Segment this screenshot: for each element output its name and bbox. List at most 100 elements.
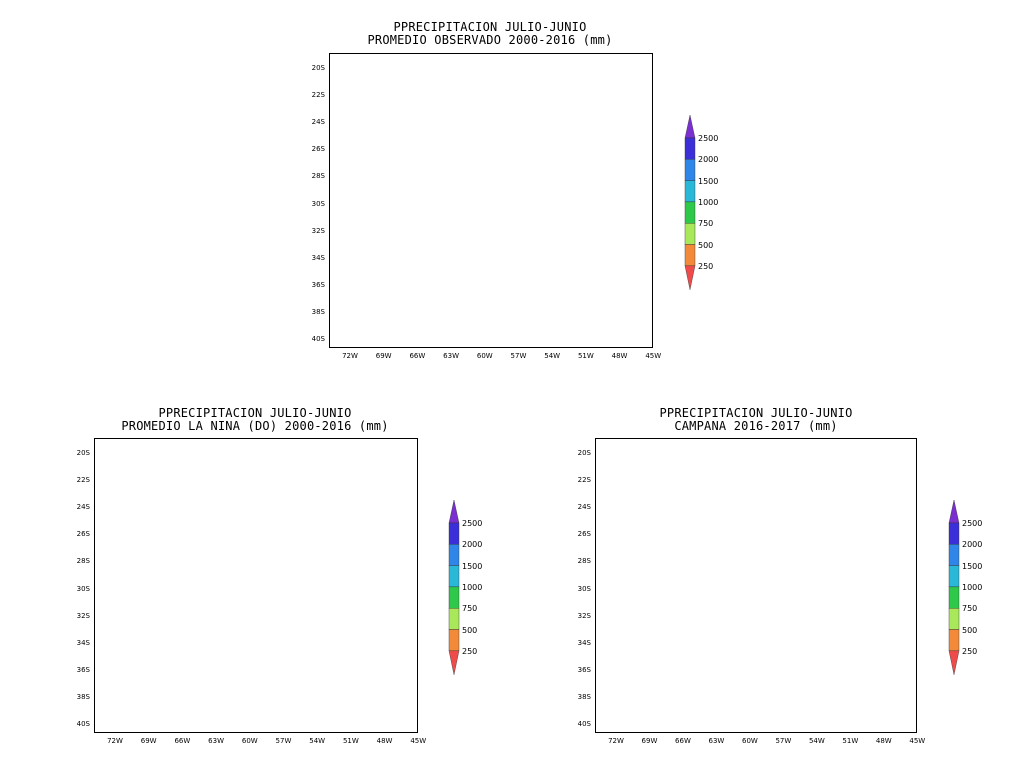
colorbar-segment: [948, 629, 960, 651]
colorbar-segment: [948, 522, 960, 545]
precipitation-field: [95, 439, 417, 732]
lat-tick-label: 38S: [577, 692, 591, 701]
colorbar-tick-label: 1000: [462, 582, 483, 592]
lon-tick-label: 45W: [909, 737, 926, 745]
lon-tick-label: 63W: [708, 737, 725, 745]
lat-tick-label: 20S: [311, 64, 325, 72]
title-line-1: PPRECIPITACION JULIO-JUNIO: [158, 406, 352, 420]
lat-tick-label: 22S: [76, 476, 90, 485]
lon-tick-label: 54W: [808, 737, 825, 745]
lon-tick-label: 66W: [675, 737, 691, 745]
colorbar-cap-bottom: [948, 650, 960, 675]
lat-tick-label: 32S: [76, 611, 90, 620]
lat-tick-label: 32S: [577, 611, 591, 620]
lon-tick-label: 60W: [241, 737, 258, 745]
lon-tick-label: 63W: [443, 352, 459, 360]
lon-tick-label: 72W: [608, 737, 624, 745]
colorbar-tick-label: 250: [698, 261, 714, 271]
lat-tick-label: 38S: [76, 692, 90, 701]
lat-tick-label: 20S: [76, 449, 90, 457]
colorbar-tick-label: 1000: [962, 582, 983, 592]
colorbar-segment: [684, 201, 696, 224]
colorbar-tick-label: 2500: [962, 519, 983, 528]
colorbar-cap-top: [948, 500, 960, 524]
lat-tick-label: 28S: [577, 557, 591, 566]
precipitation-field: [596, 439, 916, 732]
lat-tick-label: 26S: [577, 530, 591, 539]
lat-tick-label: 34S: [311, 253, 325, 262]
lat-tick-label: 26S: [76, 530, 90, 539]
lat-tick-label: 24S: [311, 118, 325, 127]
lat-tick-label: 32S: [311, 226, 325, 235]
colorbar-segment: [448, 586, 460, 609]
lon-tick-label: 48W: [376, 737, 393, 745]
lon-tick-label: 72W: [107, 737, 123, 745]
colorbar-tick-label: 2000: [962, 540, 983, 550]
colorbar: 2500 2000 1500 1000 750 500 250: [680, 115, 730, 295]
colorbar: 2500 2000 1500 1000 750 500 250: [944, 500, 994, 680]
colorbar-cap-bottom: [684, 265, 696, 290]
lon-tick-label: 57W: [775, 737, 792, 745]
colorbar-ramp: [684, 115, 696, 290]
lon-tick-label: 48W: [875, 737, 892, 745]
colorbar-segment: [448, 629, 460, 651]
lon-tick-label: 66W: [174, 737, 191, 745]
precipitation-field: [330, 54, 652, 347]
precipitation-map: [595, 438, 917, 733]
colorbar-segment: [948, 565, 960, 588]
colorbar: 2500 2000 1500 1000 750 500 250: [444, 500, 494, 680]
lat-tick-label: 40S: [76, 720, 90, 728]
colorbar-tick-label: 2500: [462, 519, 483, 528]
lon-tick-label: 57W: [510, 352, 527, 360]
colorbar-tick-label: 750: [698, 219, 714, 229]
colorbar-tick-label: 750: [962, 604, 978, 614]
colorbar-segment: [448, 544, 460, 566]
colorbar-tick-label: 500: [962, 625, 978, 635]
lat-tick-label: 28S: [76, 557, 90, 566]
panel-title: PPRECIPITACION JULIO-JUNIO PROMEDIO LA N…: [94, 407, 416, 433]
colorbar-tick-label: 1000: [698, 197, 719, 207]
lon-tick-label: 69W: [375, 352, 392, 360]
colorbar-tick-label: 250: [462, 646, 478, 656]
colorbar-cap-top: [684, 115, 696, 139]
lon-tick-label: 72W: [342, 352, 358, 360]
colorbar-segment: [684, 222, 696, 245]
lat-tick-label: 30S: [311, 199, 325, 208]
colorbar-tick-label: 500: [698, 240, 714, 250]
lon-tick-label: 51W: [342, 737, 359, 745]
colorbar-cap-bottom: [448, 650, 460, 675]
lon-tick-label: 69W: [140, 737, 157, 745]
lat-tick-label: 36S: [311, 280, 325, 289]
panel-title: PPRECIPITACION JULIO-JUNIO CAMPANA 2016-…: [595, 407, 917, 433]
colorbar-tick-label: 250: [962, 646, 978, 656]
colorbar-segment: [684, 180, 696, 203]
colorbar-tick-label: 1500: [698, 176, 719, 186]
colorbar-tick-label: 750: [462, 604, 478, 614]
lon-tick-label: 63W: [208, 737, 224, 745]
lat-tick-label: 22S: [577, 476, 591, 485]
lat-tick-label: 30S: [76, 584, 90, 593]
lon-tick-label: 66W: [409, 352, 426, 360]
lat-tick-label: 40S: [311, 335, 325, 343]
lat-tick-label: 26S: [311, 145, 325, 154]
colorbar-tick-label: 1500: [462, 561, 483, 571]
colorbar-tick-label: 1500: [962, 561, 983, 571]
lat-tick-label: 22S: [311, 91, 325, 100]
lat-tick-label: 24S: [76, 503, 90, 512]
lat-tick-label: 24S: [577, 503, 591, 512]
colorbar-segment: [684, 137, 696, 160]
colorbar-segment: [948, 607, 960, 630]
lon-tick-label: 48W: [611, 352, 628, 360]
title-line-2: PROMEDIO OBSERVADO 2000-2016 (mm): [367, 33, 613, 47]
lon-tick-label: 45W: [645, 352, 662, 360]
colorbar-ramp: [448, 500, 460, 675]
lon-tick-label: 54W: [544, 352, 561, 360]
title-line-2: CAMPANA 2016-2017 (mm): [674, 419, 838, 433]
lon-tick-label: 57W: [275, 737, 292, 745]
colorbar-segment: [948, 586, 960, 609]
lat-tick-label: 36S: [577, 665, 591, 674]
title-line-1: PPRECIPITACION JULIO-JUNIO: [393, 20, 587, 34]
lon-tick-label: 60W: [476, 352, 493, 360]
lon-tick-label: 51W: [842, 737, 859, 745]
lat-tick-label: 36S: [76, 665, 90, 674]
